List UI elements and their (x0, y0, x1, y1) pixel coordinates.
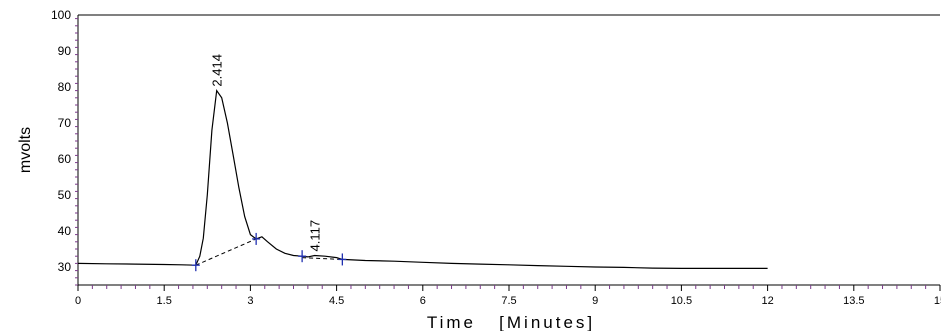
signal-line (77, 88, 768, 269)
x-axis-label: Time [Minutes] (427, 313, 595, 331)
signal-trace (77, 88, 768, 269)
y-tick-label: 80 (58, 80, 72, 94)
y-tick-label: 40 (58, 224, 72, 238)
integration-marks (191, 232, 347, 272)
x-tick-label: 13.5 (843, 295, 864, 307)
x-tick-label: 7.5 (501, 295, 516, 307)
x-tick-label: 4.5 (329, 295, 344, 307)
y-tick-label: 50 (58, 188, 72, 202)
x-tick-label: 10.5 (671, 295, 692, 307)
y-tick-label: 70 (58, 116, 72, 130)
baselines (195, 238, 343, 266)
y-tick-label: 90 (58, 44, 72, 58)
peak-labels: 2.414 4.117 (210, 54, 323, 251)
x-tick-label: 6 (420, 295, 426, 307)
y-tick-label: 60 (58, 152, 72, 166)
x-tick-label: 1.5 (157, 295, 172, 307)
peak-label: 2.414 (210, 54, 225, 87)
axis-ticks: 30 40 50 60 70 80 90 100 0 1.5 3 4.5 6 7.5 9 10.5 12 13.5… (51, 8, 941, 307)
x-tick-label: 3 (247, 295, 253, 307)
x-tick-label: 12 (761, 295, 773, 307)
y-tick-label: 100 (51, 8, 71, 22)
baseline-segment (195, 238, 257, 266)
axes (77, 14, 940, 286)
y-tick-label: 30 (58, 260, 72, 274)
x-tick-label: 0 (75, 295, 81, 307)
x-tick-label: 9 (592, 295, 598, 307)
y-axis-label: mvolts (17, 127, 34, 173)
x-tick-label: 15 (934, 295, 941, 307)
peak-label: 4.117 (308, 220, 323, 252)
